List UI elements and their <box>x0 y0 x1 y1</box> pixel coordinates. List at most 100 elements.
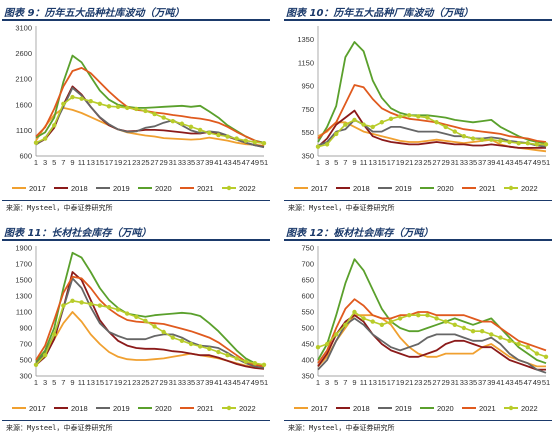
chart-title: 图表 11：长材社会库存（万吨） <box>4 228 152 239</box>
data-point-2022 <box>434 120 439 125</box>
x-tick-label: 17 <box>387 378 395 387</box>
y-tick-label: 600 <box>19 152 32 161</box>
series-line-2022 <box>35 299 265 366</box>
data-point-2022 <box>343 122 348 127</box>
series-line-2020 <box>317 258 547 365</box>
title-rule <box>284 239 552 241</box>
series-line-2020 <box>35 54 265 144</box>
x-tick-label: 23 <box>414 158 422 167</box>
x-tick-label: 47 <box>242 158 250 167</box>
chart-title: 图表 9：历年五大品种社库波动（万吨） <box>4 8 185 19</box>
series-line-2018 <box>35 271 265 370</box>
data-point-2022 <box>243 359 248 364</box>
data-point-2022 <box>79 96 84 101</box>
data-point-2022 <box>115 307 121 312</box>
x-tick-label: 25 <box>423 378 431 387</box>
data-point-2022 <box>489 332 494 337</box>
x-tick-label: 11 <box>360 158 368 167</box>
legend-label-2019: 2019 <box>395 404 412 413</box>
series-line-2018 <box>317 314 546 371</box>
data-point-2022 <box>170 118 175 124</box>
panel-chart-9: 图表 9：历年五大品种社库波动（万吨） 600 1100 1600 2100 2600 3… <box>2 4 270 214</box>
x-tick-label: 21 <box>123 158 131 167</box>
data-point-2022 <box>216 349 221 355</box>
data-point-2022 <box>143 108 148 114</box>
data-point-2022 <box>106 305 112 310</box>
y-tick-label: 550 <box>301 128 314 137</box>
x-tick-label: 9 <box>352 378 356 387</box>
panel-chart-11: 图表 11：长材社会库存（万吨） 300 500 700 900 1100 1300 150… <box>2 224 270 436</box>
x-tick-label: 51 <box>260 378 268 387</box>
data-point-2022 <box>407 313 412 318</box>
source-rule <box>284 420 552 421</box>
data-point-2022 <box>134 314 139 319</box>
data-point-2022 <box>507 338 512 343</box>
x-tick-label: 3 <box>325 158 329 167</box>
x-tick-label: 25 <box>423 158 431 167</box>
x-tick-label: 33 <box>460 378 468 387</box>
data-point-2022 <box>324 341 330 347</box>
data-point-2022 <box>216 132 221 138</box>
legend-label-2021: 2021 <box>479 404 496 413</box>
legend-label-2022: 2022 <box>521 184 538 193</box>
data-point-2022 <box>161 329 166 335</box>
x-tick-label: 15 <box>96 158 104 167</box>
x-tick-label: 19 <box>396 378 404 387</box>
x-tick-label: 21 <box>405 378 413 387</box>
series-line-2020 <box>317 41 547 145</box>
data-point-2022 <box>315 144 321 149</box>
x-tick-label: 49 <box>533 378 541 387</box>
data-point-2022 <box>234 136 239 141</box>
x-tick-label: 25 <box>141 378 149 387</box>
y-tick-label: 750 <box>301 244 314 253</box>
x-tick-label: 15 <box>378 158 386 167</box>
x-tick-label: 27 <box>432 158 440 167</box>
x-tick-label: 29 <box>160 378 168 387</box>
data-point-2022 <box>352 117 357 123</box>
y-tick-label: 350 <box>301 372 314 381</box>
data-point-2022 <box>243 138 248 143</box>
x-tick-label: 29 <box>442 158 450 167</box>
data-point-2022 <box>334 131 339 137</box>
x-tick-label: 45 <box>514 158 522 167</box>
data-point-2022 <box>152 111 157 117</box>
data-point-2022 <box>397 316 403 321</box>
x-tick-label: 21 <box>405 158 413 167</box>
data-point-2022 <box>489 137 494 142</box>
data-point-2022 <box>33 140 39 145</box>
x-tick-label: 41 <box>214 378 222 387</box>
y-tick-label: 500 <box>301 324 314 333</box>
data-point-2022 <box>70 298 75 303</box>
x-tick-label: 41 <box>496 158 504 167</box>
source-rule <box>2 420 270 421</box>
data-point-2022 <box>115 104 121 110</box>
x-tick-label: 47 <box>524 378 532 387</box>
data-point-2022 <box>470 136 476 141</box>
x-tick-label: 23 <box>132 378 140 387</box>
legend-label-2020: 2020 <box>437 404 454 413</box>
data-point-2022 <box>88 99 93 104</box>
data-point-2022 <box>525 141 530 146</box>
x-tick-label: 19 <box>396 158 404 167</box>
legend-label-2021: 2021 <box>479 184 496 193</box>
y-tick-label: 1600 <box>15 100 32 109</box>
data-point-2022 <box>479 137 485 142</box>
legend-label-2020: 2020 <box>155 404 172 413</box>
data-point-2022 <box>52 123 57 128</box>
y-tick-label: 2100 <box>15 75 32 84</box>
x-tick-label: 5 <box>52 378 56 387</box>
x-tick-label: 45 <box>514 378 522 387</box>
data-point-2022 <box>134 106 139 112</box>
x-tick-label: 1 <box>316 378 320 387</box>
data-point-2022 <box>70 94 75 100</box>
data-point-2022 <box>61 101 66 106</box>
y-tick-label: 600 <box>301 292 314 301</box>
x-tick-label: 25 <box>141 158 149 167</box>
x-tick-label: 5 <box>334 158 338 167</box>
x-tick-label: 11 <box>78 158 86 167</box>
x-tick-label: 41 <box>496 378 504 387</box>
x-tick-label: 3 <box>43 158 47 167</box>
x-tick-label: 43 <box>505 378 513 387</box>
